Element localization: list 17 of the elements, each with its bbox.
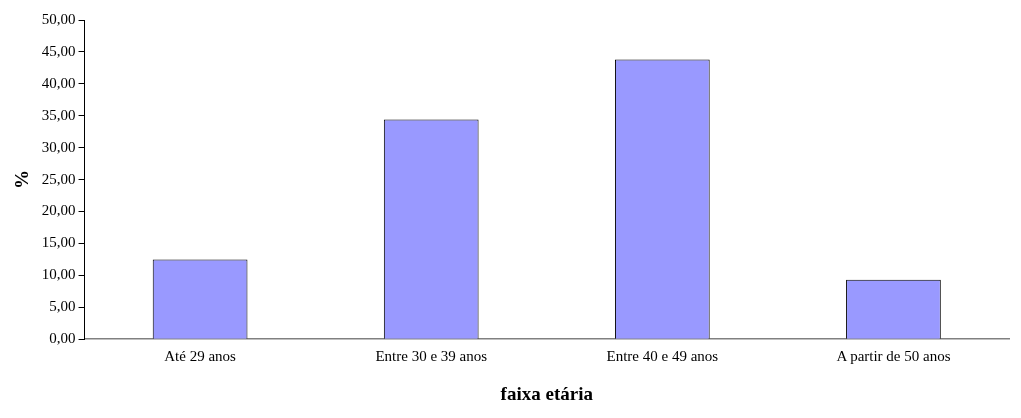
x-tick-label: Entre 30 e 39 anos	[375, 348, 488, 365]
y-tick-label: 25,00	[41, 170, 76, 187]
x-axis-title: faixa etária	[500, 382, 594, 404]
x-tick-label: A partir de 50 anos	[836, 348, 951, 365]
y-tick-label: 35,00	[41, 106, 76, 123]
y-tick-label: 20,00	[41, 202, 76, 219]
y-tick-label: 5,00	[49, 298, 76, 315]
x-tick-label: Até 29 anos	[164, 348, 237, 365]
y-tick-label: 40,00	[41, 74, 76, 91]
y-tick-label: 45,00	[41, 42, 76, 59]
y-tick-label: 0,00	[49, 330, 76, 347]
y-tick-label: 15,00	[41, 234, 76, 251]
x-tick-label: Entre 40 e 49 anos	[606, 348, 719, 365]
y-tick-label: 30,00	[41, 138, 76, 155]
y-axis-title: %	[11, 170, 33, 190]
y-tick-label: 50,00	[41, 10, 76, 27]
y-tick-label: 10,00	[41, 266, 76, 283]
